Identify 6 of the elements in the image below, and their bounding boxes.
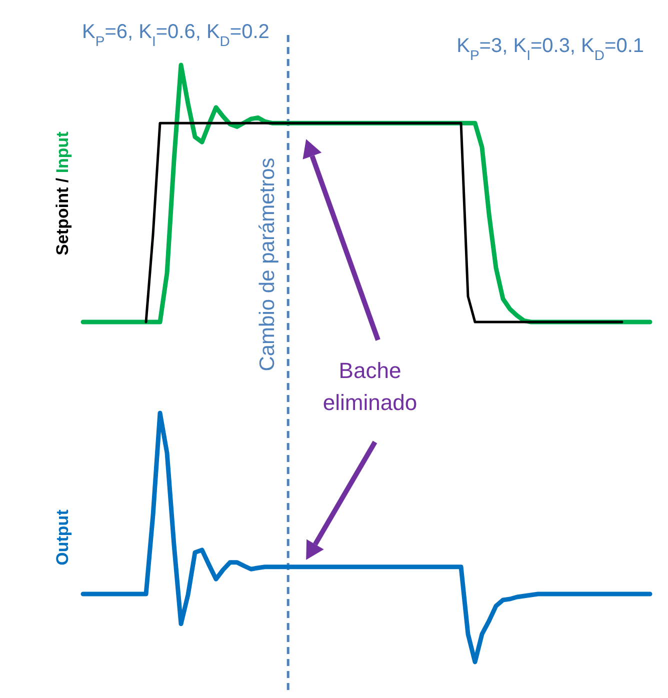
y-axis-title: Setpoint / Input bbox=[53, 131, 72, 256]
annotation: Cambio de parámetros bbox=[256, 158, 280, 372]
annotation: Bache eliminado bbox=[322, 358, 418, 415]
text: K$_{P}$=6, K$_{I}$=0.6, K$_{D}$=0.2 bbox=[82, 21, 270, 49]
text: Output bbox=[53, 509, 72, 566]
text: K$_{P}$=3, K$_{I}$=0.3, K$_{D}$=0.1 bbox=[456, 35, 644, 63]
